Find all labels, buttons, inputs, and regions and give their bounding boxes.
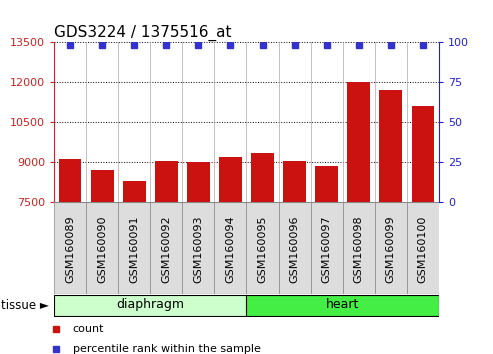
Text: GDS3224 / 1375516_at: GDS3224 / 1375516_at <box>54 25 232 41</box>
Bar <box>279 202 311 294</box>
Bar <box>118 202 150 294</box>
Bar <box>283 161 306 202</box>
Bar <box>348 82 370 202</box>
Text: heart: heart <box>326 298 359 312</box>
Bar <box>407 202 439 294</box>
Text: GSM160094: GSM160094 <box>225 216 236 283</box>
Bar <box>54 295 246 316</box>
Bar <box>187 162 210 202</box>
Bar <box>59 159 81 202</box>
Bar <box>246 202 279 294</box>
Bar <box>86 202 118 294</box>
Text: GSM160091: GSM160091 <box>129 216 140 283</box>
Bar <box>311 202 343 294</box>
Text: GSM160092: GSM160092 <box>161 216 172 283</box>
Text: GSM160096: GSM160096 <box>289 216 300 283</box>
Bar <box>375 202 407 294</box>
Bar <box>91 170 113 202</box>
Bar <box>246 295 439 316</box>
Bar <box>182 202 214 294</box>
Text: count: count <box>72 324 104 334</box>
Bar <box>123 181 145 202</box>
Text: GSM160100: GSM160100 <box>418 216 428 283</box>
Text: GSM160097: GSM160097 <box>321 216 332 283</box>
Text: diaphragm: diaphragm <box>116 298 184 312</box>
Text: GSM160095: GSM160095 <box>257 216 268 283</box>
Bar <box>343 202 375 294</box>
Text: GSM160090: GSM160090 <box>97 216 107 283</box>
Text: GSM160098: GSM160098 <box>353 216 364 283</box>
Text: GSM160089: GSM160089 <box>65 216 75 283</box>
Text: GSM160093: GSM160093 <box>193 216 204 283</box>
Bar <box>316 166 338 202</box>
Bar <box>150 202 182 294</box>
Text: GSM160099: GSM160099 <box>386 216 396 283</box>
Text: tissue ►: tissue ► <box>1 299 49 312</box>
Bar <box>54 202 86 294</box>
Bar <box>155 161 177 202</box>
Text: percentile rank within the sample: percentile rank within the sample <box>72 344 260 354</box>
Bar <box>251 153 274 202</box>
Bar <box>412 106 434 202</box>
Bar <box>219 156 242 202</box>
Bar <box>380 90 402 202</box>
Bar <box>214 202 246 294</box>
